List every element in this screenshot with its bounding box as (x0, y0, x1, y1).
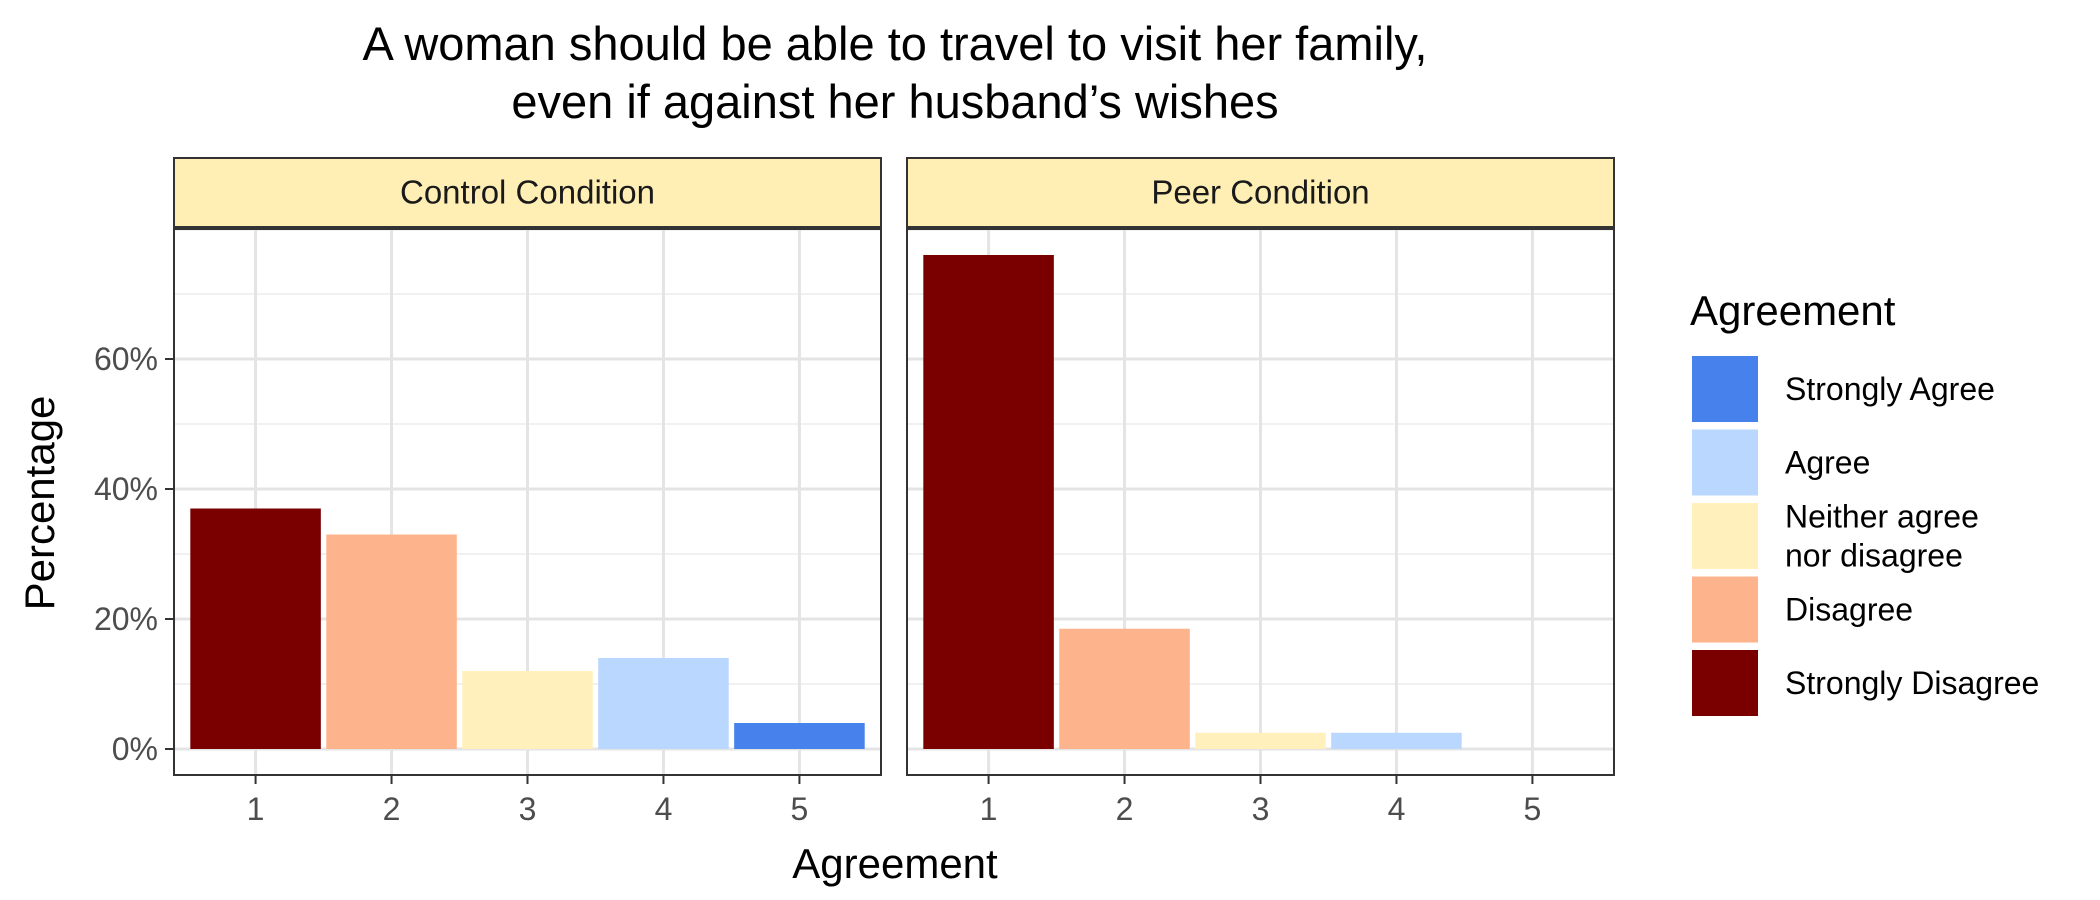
bar-1-3 (462, 671, 593, 749)
y-axis-title: Percentage (16, 396, 63, 611)
facet-strip (173, 157, 882, 228)
legend-title: Agreement (1690, 287, 1896, 334)
chart-title: A woman should be able to travel to visi… (363, 17, 1428, 128)
legend: Agreement Strongly Agree Agree Neither agre… (1690, 287, 2039, 716)
bar-2-2 (1059, 628, 1190, 749)
legend-label: Strongly Agree (1785, 371, 1995, 407)
y-tick-label: 20% (94, 601, 158, 637)
x-tick-label: 5 (791, 791, 809, 827)
facet-strip-label: Peer Condition (1151, 174, 1369, 211)
chart-title-line-2: even if against her husband’s wishes (511, 75, 1278, 128)
x-tick-label: 4 (655, 791, 673, 827)
facet-panel-1: Control Condition 1 2 3 4 5 (173, 157, 882, 827)
legend-entry: Disagree (1692, 576, 1913, 643)
legend-key (1692, 503, 1758, 569)
x-tick-label: 5 (1524, 791, 1542, 827)
x-tick-label: 2 (383, 791, 401, 827)
bar-1-5 (734, 723, 865, 749)
legend-key (1692, 576, 1758, 643)
bar-1-4 (598, 658, 729, 749)
legend-key (1692, 356, 1758, 422)
legend-label: nor disagree (1785, 538, 1963, 574)
bar-1-2 (326, 534, 457, 749)
legend-key (1692, 650, 1758, 716)
x-axis-title: Agreement (792, 840, 998, 887)
x-tick-label: 2 (1116, 791, 1134, 827)
bar-1-1 (190, 508, 321, 749)
facet-strip (906, 157, 1615, 228)
facet-strip-label: Control Condition (400, 174, 655, 211)
bar-2-3 (1195, 732, 1326, 749)
bar-2-1 (923, 255, 1054, 749)
x-tick-label: 1 (247, 791, 265, 827)
y-tick-label: 60% (94, 341, 158, 377)
x-tick-label: 1 (980, 791, 998, 827)
facet-panels: Control Condition 1 2 3 4 5 Peer Condition 1 2 3 4… (173, 157, 1615, 827)
legend-label: Neither agree (1785, 499, 1979, 535)
legend-entry: Strongly Agree (1692, 356, 1995, 422)
y-axis: 0% 20% 40% 60% (94, 341, 174, 767)
y-tick-label: 40% (94, 471, 158, 507)
legend-entry: Agree (1692, 429, 1870, 496)
facet-panel-2: Peer Condition 1 2 3 4 5 (906, 157, 1615, 827)
y-tick-label: 0% (112, 731, 158, 767)
chart-title-line-1: A woman should be able to travel to visi… (363, 17, 1428, 70)
legend-label: Disagree (1785, 592, 1913, 628)
legend-entry: Strongly Disagree (1692, 650, 2039, 716)
x-tick-label: 3 (519, 791, 537, 827)
x-tick-label: 3 (1252, 791, 1270, 827)
legend-key (1692, 429, 1758, 496)
x-tick-label: 4 (1388, 791, 1406, 827)
legend-label: Agree (1785, 445, 1870, 481)
legend-label: Strongly Disagree (1785, 665, 2039, 701)
bar-2-4 (1331, 732, 1462, 749)
